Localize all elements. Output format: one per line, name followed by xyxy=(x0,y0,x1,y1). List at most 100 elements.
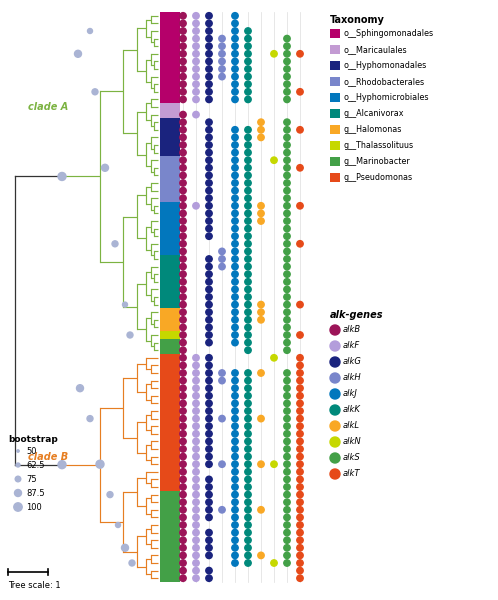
Text: Taxonomy: Taxonomy xyxy=(330,15,385,25)
Circle shape xyxy=(245,294,251,300)
Circle shape xyxy=(297,461,303,467)
Circle shape xyxy=(232,461,238,467)
Circle shape xyxy=(284,50,290,57)
Circle shape xyxy=(232,506,238,513)
Circle shape xyxy=(180,218,186,224)
Circle shape xyxy=(193,408,199,414)
Circle shape xyxy=(180,66,186,72)
Circle shape xyxy=(232,294,238,300)
Circle shape xyxy=(127,332,133,338)
Circle shape xyxy=(284,256,290,262)
Circle shape xyxy=(180,454,186,460)
Bar xyxy=(160,271,180,278)
Circle shape xyxy=(206,461,212,467)
Circle shape xyxy=(297,408,303,414)
Circle shape xyxy=(232,286,238,293)
Circle shape xyxy=(232,431,238,437)
Bar xyxy=(160,217,180,225)
Bar xyxy=(160,346,180,354)
Circle shape xyxy=(245,377,251,384)
Circle shape xyxy=(193,431,199,437)
Circle shape xyxy=(245,43,251,49)
Circle shape xyxy=(180,377,186,384)
Circle shape xyxy=(193,362,199,368)
Circle shape xyxy=(232,256,238,262)
Circle shape xyxy=(193,43,199,49)
Bar xyxy=(160,118,180,126)
Circle shape xyxy=(232,271,238,277)
Circle shape xyxy=(180,127,186,133)
Circle shape xyxy=(180,13,186,19)
Circle shape xyxy=(193,514,199,521)
Circle shape xyxy=(258,127,264,133)
Bar xyxy=(160,308,180,316)
Circle shape xyxy=(180,476,186,482)
Circle shape xyxy=(284,301,290,308)
Circle shape xyxy=(129,560,135,566)
Circle shape xyxy=(245,491,251,498)
Circle shape xyxy=(245,537,251,544)
Circle shape xyxy=(180,81,186,88)
Circle shape xyxy=(180,195,186,202)
Circle shape xyxy=(206,454,212,460)
Circle shape xyxy=(180,484,186,490)
Circle shape xyxy=(17,450,19,452)
Circle shape xyxy=(284,89,290,95)
Circle shape xyxy=(232,43,238,49)
Circle shape xyxy=(258,317,264,323)
Circle shape xyxy=(180,575,186,581)
Circle shape xyxy=(206,400,212,407)
Circle shape xyxy=(206,362,212,368)
Circle shape xyxy=(297,415,303,422)
Bar xyxy=(160,407,180,415)
Circle shape xyxy=(180,203,186,209)
Bar xyxy=(160,255,180,263)
Circle shape xyxy=(284,506,290,513)
Circle shape xyxy=(297,301,303,308)
Circle shape xyxy=(297,241,303,247)
Circle shape xyxy=(284,58,290,65)
Bar xyxy=(160,248,180,255)
Circle shape xyxy=(219,58,225,65)
Circle shape xyxy=(245,89,251,95)
Bar xyxy=(160,521,180,529)
Circle shape xyxy=(245,347,251,353)
Bar xyxy=(160,316,180,323)
Circle shape xyxy=(330,389,340,399)
Bar xyxy=(160,514,180,521)
Circle shape xyxy=(284,210,290,217)
Circle shape xyxy=(180,415,186,422)
Circle shape xyxy=(88,28,93,34)
Circle shape xyxy=(15,476,21,482)
Circle shape xyxy=(297,575,303,581)
Bar xyxy=(160,172,180,179)
Circle shape xyxy=(297,484,303,490)
Circle shape xyxy=(180,149,186,156)
Circle shape xyxy=(284,423,290,430)
Text: alkS: alkS xyxy=(343,454,361,463)
Circle shape xyxy=(245,340,251,346)
Circle shape xyxy=(284,248,290,254)
Circle shape xyxy=(284,309,290,316)
Circle shape xyxy=(206,66,212,72)
Circle shape xyxy=(180,286,186,293)
Circle shape xyxy=(87,416,93,422)
Bar xyxy=(160,187,180,194)
Circle shape xyxy=(245,499,251,505)
Text: o__Maricaulales: o__Maricaulales xyxy=(343,45,407,54)
Text: o__Hyphomicrobiales: o__Hyphomicrobiales xyxy=(343,93,428,102)
Bar xyxy=(160,301,180,308)
Circle shape xyxy=(193,469,199,475)
Circle shape xyxy=(180,263,186,270)
Bar xyxy=(160,58,180,65)
Circle shape xyxy=(180,355,186,361)
Circle shape xyxy=(284,180,290,186)
Circle shape xyxy=(232,172,238,179)
Circle shape xyxy=(193,454,199,460)
Bar xyxy=(160,354,180,362)
Circle shape xyxy=(297,446,303,452)
Circle shape xyxy=(330,453,340,463)
Circle shape xyxy=(271,461,277,467)
Circle shape xyxy=(232,446,238,452)
Bar xyxy=(160,574,180,582)
